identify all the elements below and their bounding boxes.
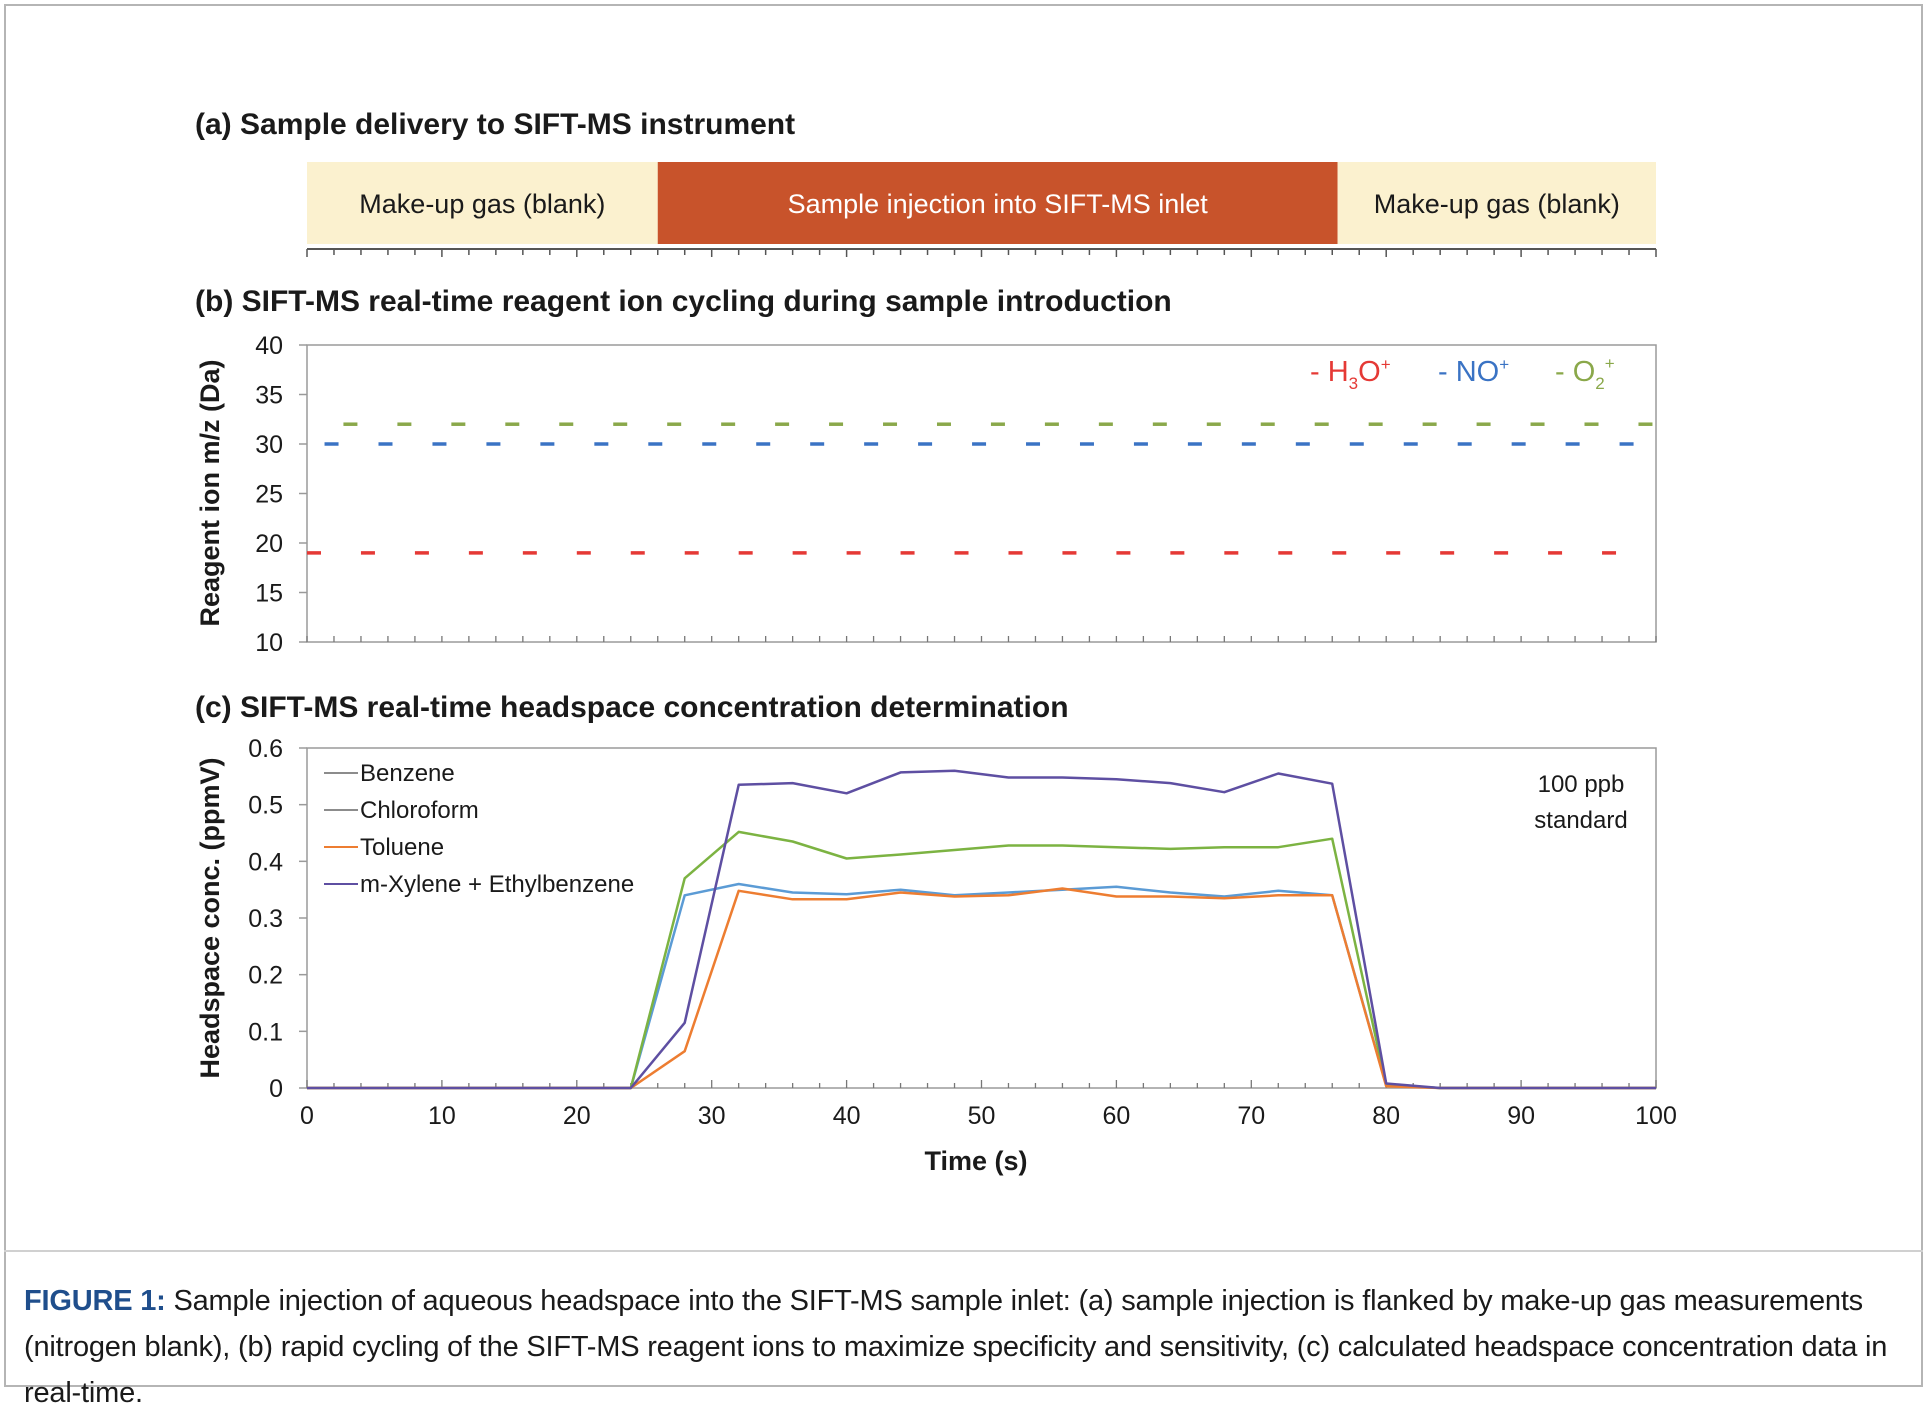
panel-c-x-tick-label: 20 <box>563 1102 591 1130</box>
panel-b-y-tick-label: 15 <box>255 580 283 608</box>
panel-c-x-tick-label: 0 <box>300 1102 314 1130</box>
panel-c-title: (c) SIFT-MS real-time headspace concentr… <box>195 691 1069 724</box>
timeline-segment-2 <box>1337 162 1656 244</box>
panel-c-x-tick-label: 10 <box>428 1102 456 1130</box>
panel-c-x-tick-label: 80 <box>1372 1102 1400 1130</box>
panel-a-timeline: Make-up gas (blank) Sample injection into… <box>306 162 1657 257</box>
panel-c-x-tick-label: 30 <box>698 1102 726 1130</box>
timeline-segment-1 <box>657 162 1338 244</box>
panel-c-y-tick-label: 0.1 <box>248 1018 283 1046</box>
panel-c-plot: 0 0.1 0.2 0.3 0.4 0.5 0.6 0 10 20 30 40 50 60 70 80 90 1… <box>195 735 1677 1176</box>
panel-c-y-axis-label: Headspace conc. (ppmV) <box>195 757 225 1078</box>
panel-b-frame <box>306 344 1657 643</box>
legend-label: Toluene <box>360 834 444 861</box>
panel-b-y-axis-label: Reagent ion m/z (Da) <box>195 359 225 626</box>
caption-lead: FIGURE 1: <box>24 1285 166 1317</box>
timeline-segment-label-2: Make-up gas (blank) <box>1374 189 1620 219</box>
panel-b-y-tick-label: 30 <box>255 431 283 459</box>
caption-text: Sample injection of aqueous headspace in… <box>24 1285 1888 1409</box>
panel-b-y-tick-label: 25 <box>255 481 283 509</box>
panel-c-x-tick-label: 40 <box>833 1102 861 1130</box>
annotation-line1: 100 ppb <box>1538 771 1625 798</box>
panel-b-y-tick-label: 35 <box>255 382 283 410</box>
panel-b-y-tick-label: 20 <box>255 530 283 558</box>
caption-divider <box>4 1250 1923 1252</box>
panel-a-title: (a) Sample delivery to SIFT-MS instrumen… <box>195 108 795 141</box>
panel-c-x-axis-label: Time (s) <box>924 1146 1027 1176</box>
panel-c-y-tick-label: 0 <box>269 1075 283 1103</box>
panel-b-legend-entry: - NO+ <box>1438 355 1509 388</box>
panel-b-legend-entry: - H3O+ <box>1310 355 1391 393</box>
panel-c-x-tick-label: 90 <box>1507 1102 1535 1130</box>
panel-b-title: (b) SIFT-MS real-time reagent ion cyclin… <box>195 285 1172 318</box>
panel-b-y-tick-label: 40 <box>255 332 283 360</box>
panel-c-y-tick-label: 0.5 <box>248 792 283 820</box>
timeline-segment-label-0: Make-up gas (blank) <box>359 189 605 219</box>
timeline-segment-0 <box>307 162 658 244</box>
series-line-m-xylene-ethylbenzene <box>307 769 1656 1090</box>
panel-b-y-tick-label: 10 <box>255 629 283 657</box>
legend-label: m-Xylene + Ethylbenzene <box>360 871 634 898</box>
legend-label: Benzene <box>360 760 455 787</box>
panel-c-frame <box>306 747 1657 1089</box>
panel-c-y-tick-label: 0.2 <box>248 962 283 990</box>
panel-c-y-tick-label: 0.3 <box>248 905 283 933</box>
legend-label: Chloroform <box>360 797 479 824</box>
series-line-toluene <box>307 887 1656 1090</box>
timeline-segment-label-1: Sample injection into SIFT-MS inlet <box>788 189 1209 219</box>
panel-c-x-tick-label: 50 <box>968 1102 996 1130</box>
panel-c-x-tick-label: 70 <box>1237 1102 1265 1130</box>
panel-c-y-tick-label: 0.4 <box>248 848 283 876</box>
panel-b-legend-entry: - O2+ <box>1555 354 1615 393</box>
panel-b-plot: 10 15 20 25 30 35 40 - H3O+ - NO+ - O2+ Reagent … <box>195 332 1657 657</box>
panel-c-x-tick-label: 60 <box>1102 1102 1130 1130</box>
panel-c-x-tick-label: 100 <box>1635 1102 1677 1130</box>
figure-caption: FIGURE 1: Sample injection of aqueous he… <box>24 1278 1904 1416</box>
series-line-benzene <box>307 882 1656 1090</box>
panel-c-y-tick-label: 0.6 <box>248 735 283 763</box>
annotation-line2: standard <box>1534 807 1627 834</box>
